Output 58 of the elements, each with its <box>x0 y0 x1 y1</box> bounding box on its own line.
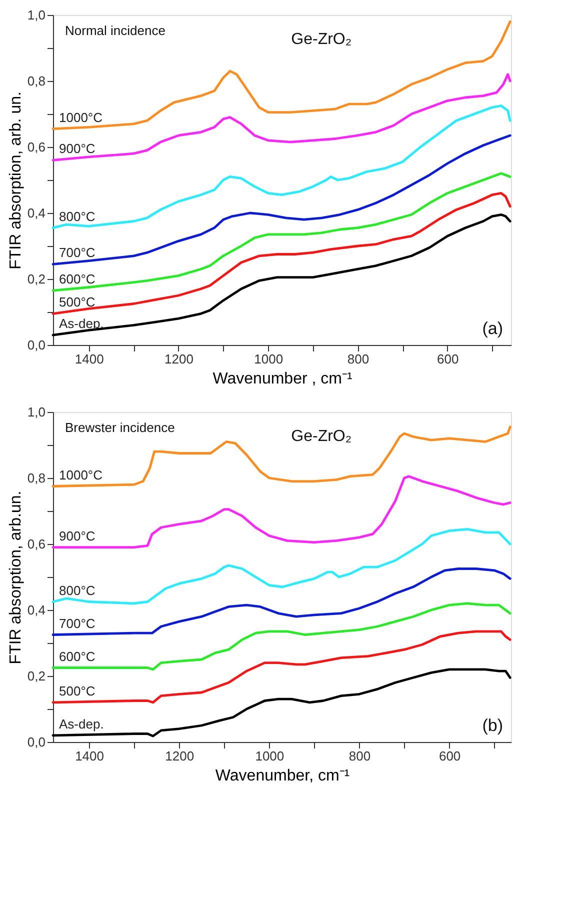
series-label: 600°C <box>59 648 96 664</box>
series-label: 500°C <box>59 683 96 698</box>
y-tick-label: 0,2 <box>27 668 46 684</box>
y-tick-label: 0,4 <box>27 602 46 618</box>
series-label: 600°C <box>59 272 96 287</box>
series-label: 1000°C <box>59 467 103 482</box>
x-tick-label: 800 <box>348 748 371 764</box>
line-series <box>52 134 512 266</box>
line-series <box>52 602 512 671</box>
line-series <box>52 20 512 130</box>
x-tick-label: 1200 <box>164 352 194 366</box>
annotation: Normal incidence <box>65 23 166 38</box>
y-tick-label: 0,8 <box>27 470 46 486</box>
series-label: 500°C <box>59 294 96 310</box>
series-label: 900°C <box>59 528 96 544</box>
x-tick-label: 1200 <box>165 748 194 764</box>
y-axis-title: FTIR absorption, arb.un. <box>7 490 24 664</box>
y-axis-title: FTIR absorption, arb. un. <box>7 92 24 270</box>
x-tick-label: 600 <box>438 748 461 764</box>
y-tick-label: 0,6 <box>27 536 46 552</box>
x-tick-label: 1000 <box>255 748 284 764</box>
series-label: 800°C <box>59 582 96 598</box>
x-axis-title: Wavenumber, cm⁻¹ <box>215 768 350 784</box>
line-series <box>52 568 512 636</box>
line-series <box>52 192 512 315</box>
series-label: 1000°C <box>59 110 103 125</box>
series-label: 700°C <box>59 616 96 631</box>
line-series <box>52 213 512 336</box>
line-series <box>52 73 512 162</box>
y-tick-label: 0,4 <box>27 206 46 220</box>
line-series <box>52 104 512 230</box>
y-tick-label: 0,6 <box>27 140 46 154</box>
line-series <box>52 668 512 738</box>
series-label: 800°C <box>59 208 96 224</box>
x-tick-label: 1400 <box>75 748 104 764</box>
line-series <box>52 172 512 292</box>
y-tick-label: 1,0 <box>27 8 46 22</box>
annotation: (a) <box>482 319 503 338</box>
y-tick-label: 1,0 <box>27 404 46 420</box>
y-tick-label: 0,0 <box>27 338 46 352</box>
x-tick-label: 1000 <box>254 352 284 366</box>
annotation: (b) <box>482 716 503 735</box>
series-label: As-dep. <box>59 316 104 332</box>
x-tick-label: 1400 <box>74 352 104 366</box>
x-axis-title: Wavenumber , cm⁻¹ <box>212 370 352 388</box>
line-series <box>52 528 512 605</box>
series-label: 900°C <box>59 141 96 156</box>
y-tick-label: 0,2 <box>27 272 46 286</box>
annotation: Ge-ZrO₂ <box>291 428 352 445</box>
x-tick-label: 600 <box>437 352 459 366</box>
y-tick-label: 0,0 <box>27 734 46 750</box>
annotation: Brewster incidence <box>65 420 175 435</box>
series-label: 700°C <box>59 245 96 260</box>
series-label: As-dep. <box>59 716 104 732</box>
y-tick-label: 0,8 <box>27 74 46 88</box>
annotation: Ge-ZrO₂ <box>291 31 352 48</box>
line-series <box>52 630 512 704</box>
x-tick-label: 800 <box>347 352 370 366</box>
